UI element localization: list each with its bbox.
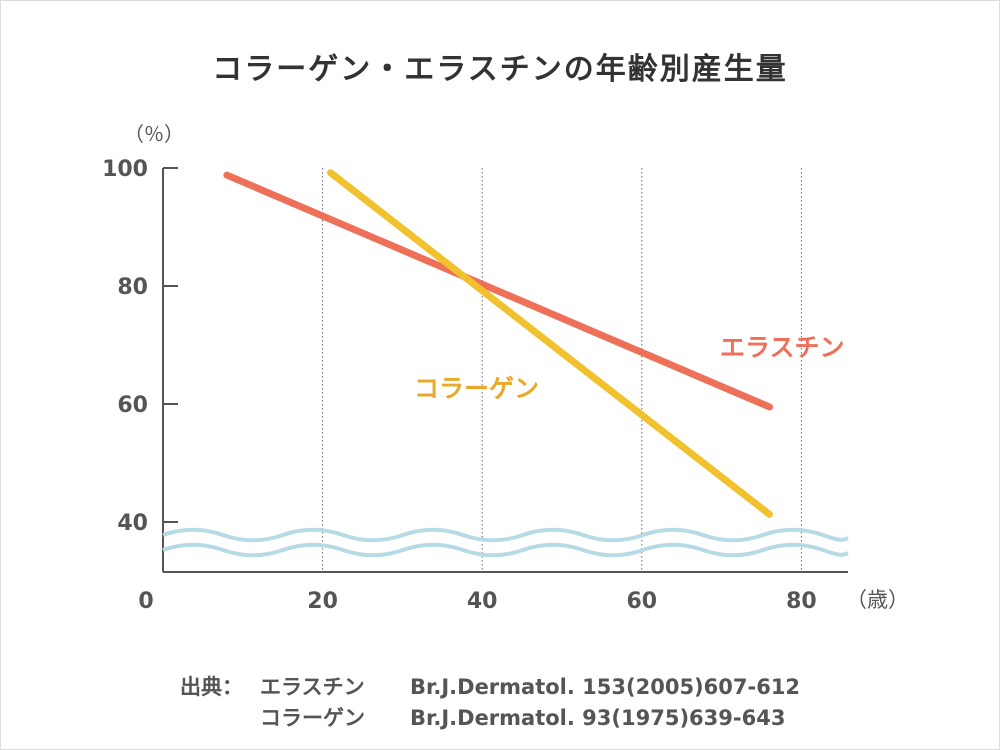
x-tick-label: 0 xyxy=(138,589,153,614)
chart-title: コラーゲン・エラスチンの年齢別産生量 xyxy=(212,52,788,87)
source-name: コラーゲン xyxy=(260,706,365,730)
x-tick-label: 60 xyxy=(626,589,657,614)
series-label-elastin: エラスチン xyxy=(720,333,845,362)
series-line-elastin xyxy=(223,171,773,411)
y-axis-unit: （％） xyxy=(124,122,184,146)
x-tick-label: 80 xyxy=(786,589,817,614)
source-note: 出典： エラスチン Br.J.Dermatol. 153(2005)607-612 … xyxy=(180,672,800,734)
y-tick-label: 40 xyxy=(117,511,148,536)
y-tick-label: 60 xyxy=(117,393,148,418)
source-label: 出典： xyxy=(180,675,243,699)
source-ref: Br.J.Dermatol. 93(1975)639-643 xyxy=(410,706,786,730)
source-row-collagen: コラーゲン Br.J.Dermatol. 93(1975)639-643 xyxy=(180,703,800,734)
y-tick-label: 80 xyxy=(117,275,148,300)
axis-break-wave-upper xyxy=(162,527,849,543)
source-ref: Br.J.Dermatol. 153(2005)607-612 xyxy=(410,675,801,699)
source-row-elastin: 出典： エラスチン Br.J.Dermatol. 153(2005)607-612 xyxy=(180,672,800,703)
x-axis-unit: （歳） xyxy=(846,588,909,612)
series-line-collagen xyxy=(327,169,773,518)
x-tick-label: 40 xyxy=(467,589,498,614)
y-tick-label: 100 xyxy=(102,157,148,182)
x-tick-label: 20 xyxy=(307,589,338,614)
source-name: エラスチン xyxy=(260,675,365,699)
axis-break-wave-lower xyxy=(162,542,849,558)
series-label-collagen: コラーゲン xyxy=(414,374,539,403)
